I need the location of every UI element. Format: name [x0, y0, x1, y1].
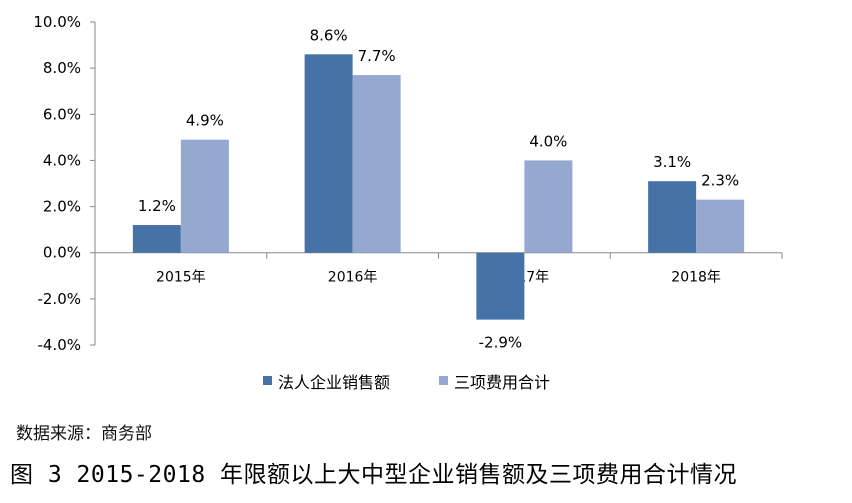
x-category-label: 2018年 — [671, 270, 721, 286]
bar-sales — [476, 252, 525, 320]
axes: -4.0% -2.0% 0.0% 2.0% 4.0% 6.0% 8.0% 10.0% 2015年… — [33, 13, 783, 354]
bar-expenses — [352, 75, 401, 253]
y-tick-label: 0.0% — [43, 244, 81, 262]
y-tick-label: 10.0% — [33, 13, 81, 31]
bar-sales — [648, 181, 697, 253]
bar-expenses — [180, 139, 229, 253]
data-label: 4.9% — [186, 112, 224, 130]
y-tick-label: 4.0% — [43, 151, 81, 169]
y-tick-label: 6.0% — [43, 105, 81, 123]
legend-swatch — [439, 376, 448, 385]
y-tick-label: -4.0% — [37, 336, 81, 354]
bar-chart: -4.0% -2.0% 0.0% 2.0% 4.0% 6.0% 8.0% 10.0% 2015年… — [33, 13, 783, 392]
data-label: 7.7% — [358, 47, 396, 65]
y-tick-label: -2.0% — [37, 290, 81, 308]
data-source-note: 数据来源：商务部 — [16, 424, 152, 444]
bars — [132, 54, 745, 320]
data-label: 2.3% — [701, 172, 739, 190]
legend-swatch — [263, 376, 272, 385]
x-category-label: 2016年 — [328, 270, 378, 286]
x-category-label: 2015年 — [156, 270, 206, 286]
data-label: 8.6% — [310, 26, 348, 44]
bar-sales — [132, 225, 181, 253]
legend-label: 法人企业销售额 — [278, 373, 390, 392]
bar-sales — [304, 54, 353, 253]
data-label: 1.2% — [138, 197, 176, 215]
y-tick-label: 2.0% — [43, 198, 81, 216]
data-labels: 1.2% 8.6% -2.9% 3.1% 4.9% 7.7% 4.0% 2.3% — [138, 26, 739, 351]
y-tick-label: 8.0% — [43, 59, 81, 77]
bar-expenses — [524, 160, 573, 253]
legend: 法人企业销售额 三项费用合计 — [263, 373, 550, 392]
figure-caption: 图 3 2015-2018 年限额以上大中型企业销售额及三项费用合计情况 — [10, 462, 738, 488]
bar-expenses — [696, 199, 745, 253]
data-label: 3.1% — [653, 153, 691, 171]
data-label: 4.0% — [529, 132, 567, 150]
data-label: -2.9% — [479, 334, 523, 352]
legend-label: 三项费用合计 — [454, 373, 550, 392]
